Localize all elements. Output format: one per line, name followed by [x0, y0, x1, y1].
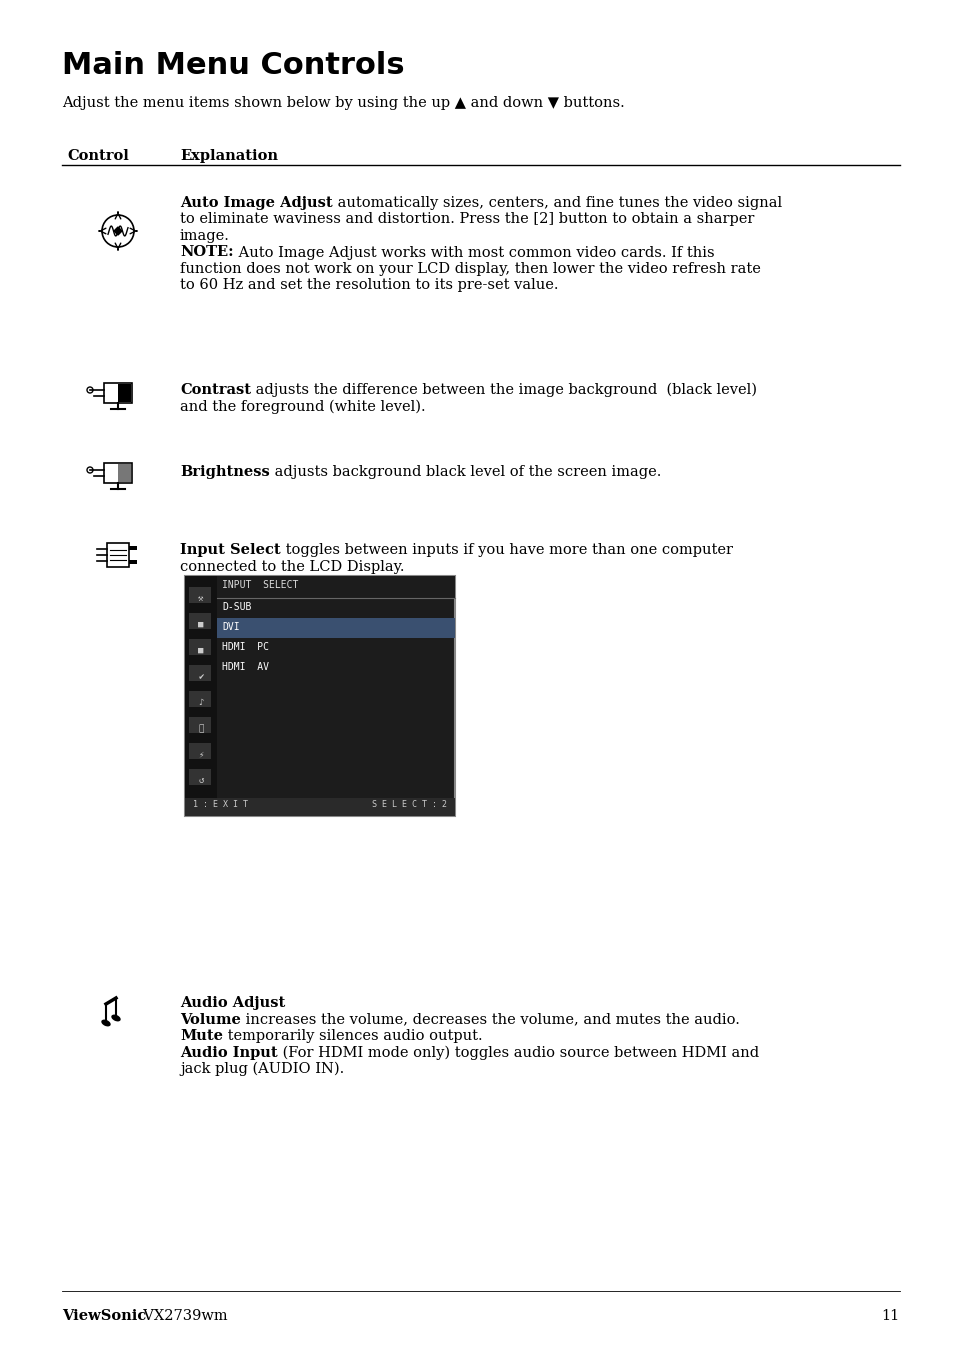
Text: image.: image.	[180, 230, 230, 243]
Text: Explanation: Explanation	[180, 149, 277, 163]
Text: Audio Input: Audio Input	[180, 1046, 277, 1059]
Text: Input Select: Input Select	[180, 543, 280, 557]
Text: jack plug (AUDIO IN).: jack plug (AUDIO IN).	[180, 1062, 344, 1077]
Text: HDMI  AV: HDMI AV	[222, 662, 269, 671]
Bar	[129, 546, 137, 550]
Text: function does not work on your LCD display, then lower the video refresh rate: function does not work on your LCD displ…	[180, 262, 760, 276]
Bar	[129, 561, 137, 563]
Text: Main Menu Controls: Main Menu Controls	[62, 51, 404, 80]
Text: 1 : E X I T: 1 : E X I T	[193, 800, 248, 809]
Text: temporarily silences audio output.: temporarily silences audio output.	[223, 1029, 482, 1043]
Text: ✔: ✔	[198, 671, 204, 681]
Bar	[216, 617, 455, 638]
Ellipse shape	[101, 1020, 111, 1027]
Text: Contrast: Contrast	[180, 382, 251, 397]
Text: Brightness: Brightness	[180, 465, 270, 480]
Text: Control: Control	[67, 149, 129, 163]
Text: 11: 11	[881, 1309, 899, 1323]
Text: VX2739wm: VX2739wm	[133, 1309, 228, 1323]
Bar	[104, 463, 132, 484]
Bar	[185, 798, 455, 816]
Bar	[189, 586, 211, 603]
Bar	[189, 639, 211, 655]
Text: Audio Adjust: Audio Adjust	[180, 996, 285, 1011]
Text: ■: ■	[198, 620, 204, 630]
Text: HDMI  PC: HDMI PC	[222, 642, 269, 653]
Bar	[189, 717, 211, 734]
Text: toggles between inputs if you have more than one computer: toggles between inputs if you have more …	[280, 543, 732, 557]
Text: NOTE:: NOTE:	[180, 246, 233, 259]
Bar	[185, 576, 216, 816]
Text: ViewSonic: ViewSonic	[62, 1309, 146, 1323]
Bar	[189, 665, 211, 681]
Text: S E L E C T : 2: S E L E C T : 2	[372, 800, 447, 809]
Text: (For HDMI mode only) toggles audio source between HDMI and: (For HDMI mode only) toggles audio sourc…	[277, 1046, 758, 1061]
Text: ■: ■	[198, 646, 204, 655]
Text: increases the volume, decreases the volume, and mutes the audio.: increases the volume, decreases the volu…	[240, 1012, 739, 1027]
Bar	[118, 463, 131, 482]
Text: D-SUB: D-SUB	[222, 603, 251, 612]
Bar	[189, 690, 211, 707]
Bar	[189, 769, 211, 785]
Text: Adjust the menu items shown below by using the up ▲ and down ▼ buttons.: Adjust the menu items shown below by usi…	[62, 96, 624, 109]
Text: ↺: ↺	[198, 775, 204, 785]
Bar	[118, 384, 131, 403]
Bar	[189, 613, 211, 630]
Text: to 60 Hz and set the resolution to its pre-set value.: to 60 Hz and set the resolution to its p…	[180, 278, 558, 293]
Bar	[104, 382, 132, 403]
Text: ⚡: ⚡	[198, 750, 204, 759]
Text: adjusts background black level of the screen image.: adjusts background black level of the sc…	[270, 465, 660, 480]
Text: ⓘ: ⓘ	[198, 724, 204, 734]
Text: ⚒: ⚒	[198, 594, 204, 603]
Text: INPUT  SELECT: INPUT SELECT	[222, 580, 298, 590]
Text: connected to the LCD Display.: connected to the LCD Display.	[180, 559, 404, 574]
Text: Volume: Volume	[180, 1012, 240, 1027]
Text: Auto Image Adjust: Auto Image Adjust	[180, 196, 333, 209]
Text: Mute: Mute	[180, 1029, 223, 1043]
Bar	[107, 543, 129, 567]
Bar	[216, 576, 455, 598]
Text: to eliminate waviness and distortion. Press the [2] button to obtain a sharper: to eliminate waviness and distortion. Pr…	[180, 212, 754, 227]
Circle shape	[87, 386, 92, 393]
Text: adjusts the difference between the image background  (black level): adjusts the difference between the image…	[251, 382, 757, 397]
Text: automatically sizes, centers, and fine tunes the video signal: automatically sizes, centers, and fine t…	[333, 196, 781, 209]
Circle shape	[87, 467, 92, 473]
Ellipse shape	[112, 1015, 121, 1021]
Text: DVI: DVI	[222, 621, 239, 632]
Bar	[189, 743, 211, 759]
Bar	[185, 576, 455, 816]
Text: and the foreground (white level).: and the foreground (white level).	[180, 400, 425, 413]
Polygon shape	[113, 227, 122, 235]
Text: ♪: ♪	[198, 698, 204, 707]
Text: Auto Image Adjust works with most common video cards. If this: Auto Image Adjust works with most common…	[233, 246, 714, 259]
